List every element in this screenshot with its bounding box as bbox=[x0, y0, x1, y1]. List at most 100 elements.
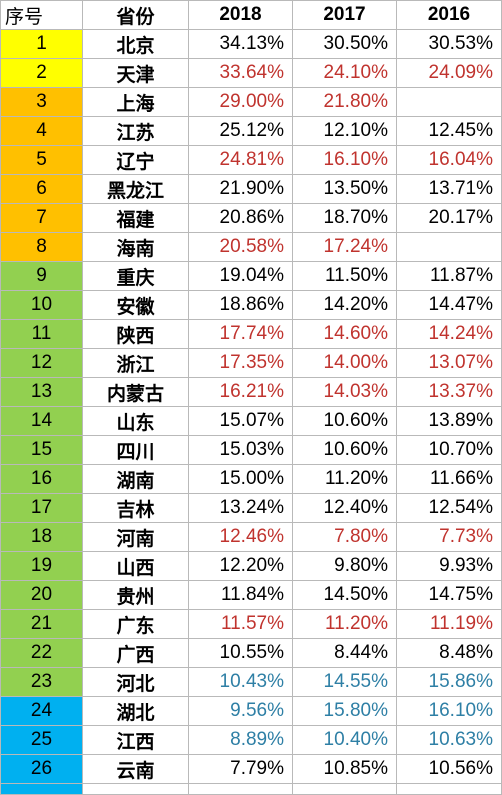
row-value-2016: 14.75% bbox=[396, 580, 502, 610]
row-value-2016: 10.56% bbox=[396, 754, 502, 784]
cut-off-cell bbox=[396, 783, 502, 795]
row-province: 吉林 bbox=[82, 493, 189, 523]
row-value-2017: 24.10% bbox=[292, 58, 397, 88]
row-value-2017: 9.80% bbox=[292, 551, 397, 581]
row-province: 重庆 bbox=[82, 261, 189, 291]
row-value-2016: 10.63% bbox=[396, 725, 502, 755]
row-value-2016: 9.93% bbox=[396, 551, 502, 581]
row-seq: 1 bbox=[0, 29, 83, 59]
row-value-2018: 17.74% bbox=[188, 319, 293, 349]
row-seq: 11 bbox=[0, 319, 83, 349]
table-row: 3 上海 29.00% 21.80% bbox=[0, 87, 502, 117]
row-value-2016 bbox=[396, 232, 502, 262]
row-province: 河北 bbox=[82, 667, 189, 697]
row-province: 黑龙江 bbox=[82, 174, 189, 204]
row-seq: 19 bbox=[0, 551, 83, 581]
row-seq: 24 bbox=[0, 696, 83, 726]
table-row: 20 贵州 11.84% 14.50% 14.75% bbox=[0, 580, 502, 610]
row-value-2018: 16.21% bbox=[188, 377, 293, 407]
header-2017: 2017 bbox=[292, 0, 397, 30]
row-value-2016: 7.73% bbox=[396, 522, 502, 552]
row-seq: 12 bbox=[0, 348, 83, 378]
table-row: 22 广西 10.55% 8.44% 8.48% bbox=[0, 638, 502, 668]
row-value-2017: 12.10% bbox=[292, 116, 397, 146]
table-row: 9 重庆 19.04% 11.50% 11.87% bbox=[0, 261, 502, 291]
table-row: 15 四川 15.03% 10.60% 10.70% bbox=[0, 435, 502, 465]
row-value-2016: 13.71% bbox=[396, 174, 502, 204]
row-value-2017: 10.85% bbox=[292, 754, 397, 784]
table-row: 5 辽宁 24.81% 16.10% 16.04% bbox=[0, 145, 502, 175]
cut-off-cell bbox=[0, 783, 83, 795]
row-province: 江苏 bbox=[82, 116, 189, 146]
row-value-2017: 11.20% bbox=[292, 464, 397, 494]
row-value-2017: 15.80% bbox=[292, 696, 397, 726]
row-value-2016: 16.04% bbox=[396, 145, 502, 175]
row-value-2018: 18.86% bbox=[188, 290, 293, 320]
cut-off-row bbox=[0, 783, 502, 795]
cut-off-cell bbox=[82, 783, 189, 795]
row-seq: 22 bbox=[0, 638, 83, 668]
row-value-2017: 16.10% bbox=[292, 145, 397, 175]
row-value-2016: 13.37% bbox=[396, 377, 502, 407]
row-value-2018: 20.58% bbox=[188, 232, 293, 262]
row-province: 湖南 bbox=[82, 464, 189, 494]
row-value-2018: 15.00% bbox=[188, 464, 293, 494]
row-province: 四川 bbox=[82, 435, 189, 465]
row-value-2017: 7.80% bbox=[292, 522, 397, 552]
row-seq: 8 bbox=[0, 232, 83, 262]
row-seq: 2 bbox=[0, 58, 83, 88]
header-province: 省份 bbox=[82, 0, 189, 30]
table-row: 21 广东 11.57% 11.20% 11.19% bbox=[0, 609, 502, 639]
row-value-2016: 24.09% bbox=[396, 58, 502, 88]
row-province: 上海 bbox=[82, 87, 189, 117]
header-row: 序号 省份 2018 2017 2016 bbox=[0, 0, 502, 30]
row-seq: 9 bbox=[0, 261, 83, 291]
row-seq: 5 bbox=[0, 145, 83, 175]
row-value-2018: 15.07% bbox=[188, 406, 293, 436]
table-row: 23 河北 10.43% 14.55% 15.86% bbox=[0, 667, 502, 697]
row-seq: 15 bbox=[0, 435, 83, 465]
row-value-2016: 16.10% bbox=[396, 696, 502, 726]
row-province: 贵州 bbox=[82, 580, 189, 610]
row-seq: 10 bbox=[0, 290, 83, 320]
table-row: 26 云南 7.79% 10.85% 10.56% bbox=[0, 754, 502, 784]
row-value-2016: 13.07% bbox=[396, 348, 502, 378]
row-value-2017: 14.00% bbox=[292, 348, 397, 378]
row-value-2017: 14.60% bbox=[292, 319, 397, 349]
row-value-2017: 21.80% bbox=[292, 87, 397, 117]
row-value-2017: 8.44% bbox=[292, 638, 397, 668]
row-value-2018: 10.55% bbox=[188, 638, 293, 668]
table-row: 6 黑龙江 21.90% 13.50% 13.71% bbox=[0, 174, 502, 204]
row-value-2017: 11.50% bbox=[292, 261, 397, 291]
table-row: 18 河南 12.46% 7.80% 7.73% bbox=[0, 522, 502, 552]
row-value-2017: 10.60% bbox=[292, 406, 397, 436]
row-value-2017: 30.50% bbox=[292, 29, 397, 59]
row-province: 山西 bbox=[82, 551, 189, 581]
row-value-2017: 12.40% bbox=[292, 493, 397, 523]
table-row: 17 吉林 13.24% 12.40% 12.54% bbox=[0, 493, 502, 523]
table-row: 8 海南 20.58% 17.24% bbox=[0, 232, 502, 262]
row-seq: 21 bbox=[0, 609, 83, 639]
row-value-2016: 12.45% bbox=[396, 116, 502, 146]
row-seq: 18 bbox=[0, 522, 83, 552]
row-value-2017: 10.40% bbox=[292, 725, 397, 755]
row-province: 云南 bbox=[82, 754, 189, 784]
row-value-2017: 14.03% bbox=[292, 377, 397, 407]
header-2018: 2018 bbox=[188, 0, 293, 30]
row-province: 江西 bbox=[82, 725, 189, 755]
row-province: 广西 bbox=[82, 638, 189, 668]
row-seq: 16 bbox=[0, 464, 83, 494]
table-row: 11 陕西 17.74% 14.60% 14.24% bbox=[0, 319, 502, 349]
table-row: 2 天津 33.64% 24.10% 24.09% bbox=[0, 58, 502, 88]
table-row: 10 安徽 18.86% 14.20% 14.47% bbox=[0, 290, 502, 320]
row-value-2017: 18.70% bbox=[292, 203, 397, 233]
table-row: 7 福建 20.86% 18.70% 20.17% bbox=[0, 203, 502, 233]
row-value-2018: 19.04% bbox=[188, 261, 293, 291]
cut-off-cell bbox=[188, 783, 293, 795]
table-row: 19 山西 12.20% 9.80% 9.93% bbox=[0, 551, 502, 581]
row-seq: 6 bbox=[0, 174, 83, 204]
row-seq: 13 bbox=[0, 377, 83, 407]
row-value-2017: 14.50% bbox=[292, 580, 397, 610]
row-value-2016: 11.87% bbox=[396, 261, 502, 291]
row-value-2016 bbox=[396, 87, 502, 117]
